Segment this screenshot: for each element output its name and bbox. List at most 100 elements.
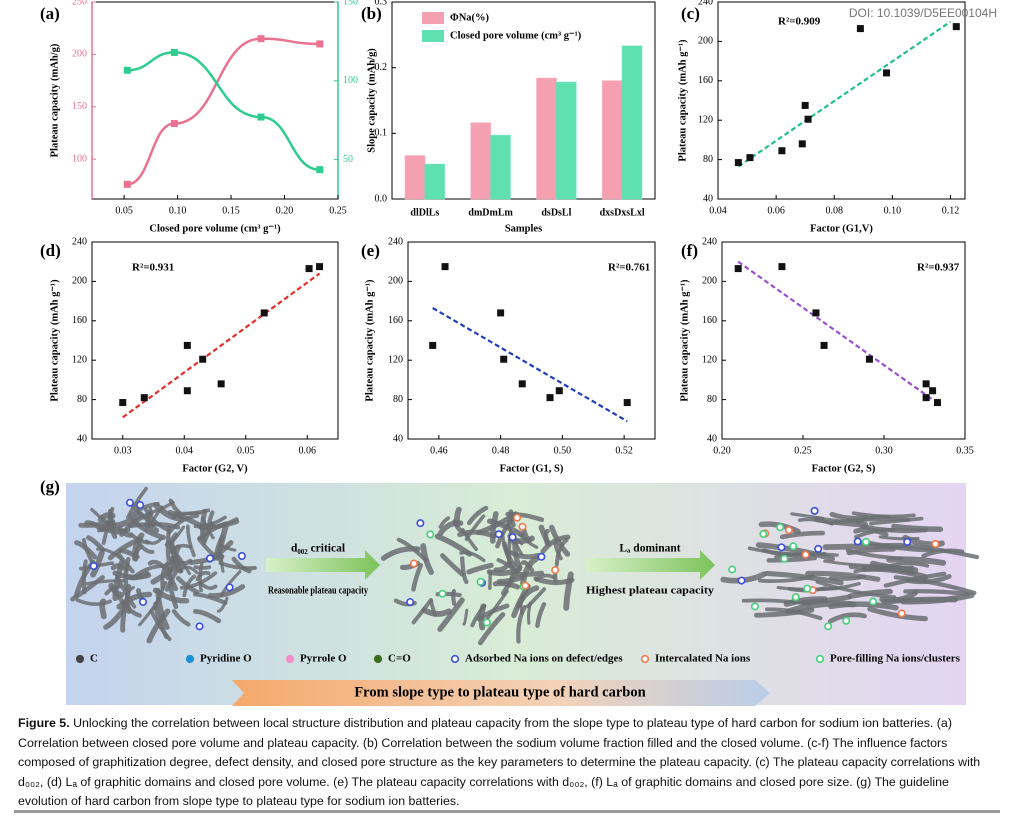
carbon-layer [201,516,215,540]
x-tick-label: 0.46 [430,445,448,456]
carbon-layer [764,570,844,586]
legend-label: Adsorbed Na ions on defect/edges [465,653,623,665]
point [883,69,891,77]
carbon-layer [848,564,915,571]
carbon-layer [128,501,160,519]
ion [482,618,491,627]
legend-dot [373,654,383,664]
legend-dot [640,654,650,664]
marker [316,40,324,48]
carbon-layer [411,562,424,592]
carbon-layer [827,612,867,624]
ion [861,537,870,546]
ion [814,544,823,553]
panel: (e) Factor (G1, S) Plateau capacity (mAh g… [361,236,656,474]
annotation: R²=0.909 [778,16,821,28]
carbon-layer [879,589,918,603]
ion [791,593,800,602]
carbon-layer [496,574,525,585]
carbon-layer [175,553,192,576]
carbon-layer [192,609,222,624]
ion [903,537,912,546]
y-axis-label: Plateau capacity (mAh g⁻¹) [679,279,690,402]
carbon-layer [516,604,528,644]
point [500,355,508,363]
point [746,154,754,162]
carbon-layer [764,607,823,621]
y-tick-label: 240 [698,0,713,7]
y-tick-label: 120 [698,114,713,125]
y-tick-label: 200 [702,276,717,287]
bar [404,155,426,200]
marker [170,48,178,56]
legend-dot [285,654,295,664]
doi: DOI: 10.1039/D5EE00104H [848,6,997,20]
carbon-layer [801,594,852,605]
carbon-layer [126,486,148,520]
carbon-layer [886,556,947,566]
annotation: R²=0.761 [608,262,650,274]
point [140,394,148,402]
x-axis-label: Factor (G2, S) [812,463,876,474]
y-tick-label: 0.2 [375,62,388,73]
ion [803,584,812,593]
carbon-layer [855,514,891,524]
carbon-layer [218,561,257,571]
ion [518,522,527,531]
point [778,147,786,155]
carbon-layer [130,518,166,540]
point [865,355,873,363]
step-note: Highest plateau capacity [586,585,715,596]
point [801,101,809,109]
x-tick-label: 0.50 [554,445,572,456]
point [820,341,828,349]
bar [555,81,577,200]
carbon-layer [124,585,135,605]
legend-label: Pyrrole O [300,653,347,665]
point [199,355,207,363]
carbon-layer [168,498,182,515]
x-tick-label: dlDlLs [410,207,439,218]
panel-label: (e) [361,241,380,260]
carbon-layer [421,607,452,617]
y-tick-label: 80 [393,394,403,405]
carbon-layer [411,597,433,625]
carbon-layer [853,527,889,537]
caption-text: Unlocking the correlation between local … [18,716,981,808]
annotation: R²=0.931 [132,262,174,274]
carbon-layer [439,553,465,577]
ion [89,562,98,571]
x-axis-label: Samples [505,223,542,234]
legend-swatch [422,30,444,42]
carbon-layer [828,601,899,611]
point [856,25,864,33]
carbon-layer [563,571,574,611]
x-tick-label: 0.10 [169,205,187,216]
point [429,341,437,349]
y-axis-label: Slope capacity (mAh/g) [366,48,377,153]
arrow [586,550,715,580]
y-tick-label: 120 [702,354,717,365]
y-tick-label: 240 [388,236,403,247]
carbon-layer [192,592,228,606]
point [217,380,225,388]
x-tick-label: 0.04 [709,205,727,216]
ion [513,513,522,522]
ion [195,622,204,631]
carbon-layer [85,579,126,586]
x-tick-label: 0.06 [299,445,317,456]
carbon-layer [146,608,171,644]
panel: (c) Factor (G1,V) Plateau capacity (mAh g⁻… [677,0,966,234]
x-tick-label: 0.15 [222,205,240,216]
legend-label: ΦNa(%) [450,12,490,23]
fit-line [737,260,934,401]
carbon-layer [153,502,185,522]
ion [776,523,785,532]
carbon-layer [97,522,117,533]
x-tick-label: 0.03 [114,445,132,456]
carbon-layer [118,548,140,560]
ion [426,530,435,539]
rule [14,810,1000,813]
panel: (f) Factor (G2, S) Plateau capacity (mAh g… [679,236,973,474]
carbon-layer [147,559,167,570]
